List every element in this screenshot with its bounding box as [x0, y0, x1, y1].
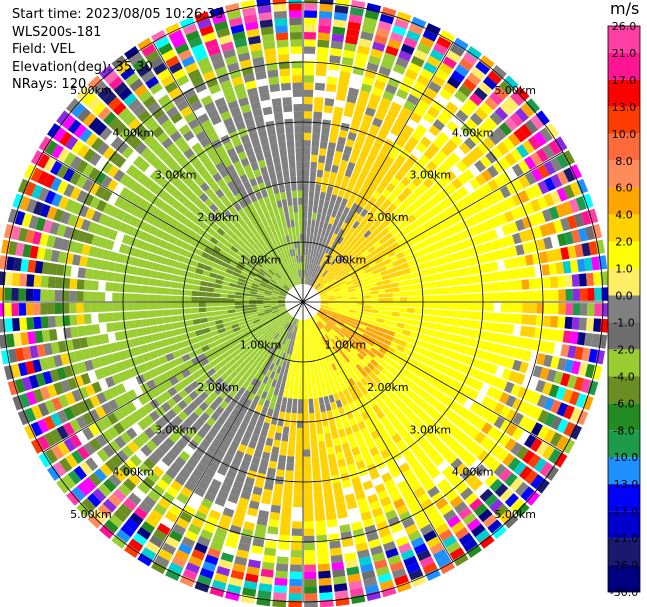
- ring-label: 4.00km: [452, 126, 494, 139]
- colorbar-segment: [608, 106, 640, 134]
- colorbar-tick-label: -8.0: [613, 424, 634, 437]
- azimuth-spoke: [302, 151, 564, 303]
- ring-label: 2.00km: [197, 211, 239, 224]
- field-label: Field: VEL: [12, 42, 75, 57]
- colorbar-tick-label: -10.0: [610, 451, 638, 464]
- ring-label: 3.00km: [155, 169, 197, 182]
- azimuth-spoke: [152, 41, 304, 303]
- ring-label: 1.00km: [240, 338, 282, 351]
- colorbar-segment: [608, 79, 640, 107]
- ring-label: 4.00km: [452, 466, 494, 479]
- colorbar-tick-label: 6.0: [615, 182, 633, 195]
- colorbar-tick-label: -2.0: [613, 343, 634, 356]
- azimuth-spoke: [152, 301, 304, 563]
- instrument-label: WLS200s-181: [12, 24, 102, 40]
- ring-label: 3.00km: [409, 169, 451, 182]
- colorbar-segment: [608, 322, 640, 350]
- ring-label: 5.00km: [70, 84, 112, 97]
- ring-label: 2.00km: [367, 381, 409, 394]
- ring-label: 3.00km: [409, 423, 451, 436]
- colorbar-segment: [608, 214, 640, 242]
- colorbar-tick-label: 1.0: [615, 263, 633, 276]
- colorbar-segment: [608, 241, 640, 269]
- colorbar-segment: [608, 403, 640, 431]
- ring-label: 1.00km: [325, 254, 367, 267]
- azimuth-spoke: [42, 301, 304, 453]
- azimuth-spoke: [42, 151, 304, 303]
- colorbar-tick-label: -21.0: [610, 532, 638, 545]
- ring-label: 2.00km: [197, 381, 239, 394]
- ring-label: 3.00km: [155, 423, 197, 436]
- colorbar-tick-label: -17.0: [610, 505, 638, 518]
- ring-label: 5.00km: [494, 508, 536, 521]
- ring-label: 1.00km: [325, 338, 367, 351]
- colorbar-segment: [608, 511, 640, 539]
- colorbar-tick-label: -30.0: [610, 586, 638, 599]
- colorbar-tick-label: 0.0: [615, 290, 633, 303]
- elevation-label: Elevation(deg): 35.30: [12, 59, 153, 75]
- colorbar-tick-label: -6.0: [613, 397, 634, 410]
- colorbar-segment: [608, 160, 640, 188]
- start-time-label: Start time: 2023/08/05 10:26:33: [12, 7, 224, 22]
- colorbar-tick-label: 17.0: [612, 74, 637, 87]
- ring-label: 4.00km: [113, 126, 155, 139]
- azimuth-spoke: [302, 301, 564, 453]
- colorbar-tick-label: 21.0: [612, 47, 637, 60]
- info-panel: Start time: 2023/08/05 10:26:33 WLS200s-…: [12, 6, 223, 94]
- colorbar-segment: [608, 430, 640, 458]
- ring-label: 5.00km: [494, 84, 536, 97]
- colorbar-segment: [608, 26, 640, 53]
- colorbar-segment: [608, 268, 640, 296]
- colorbar-segment: [608, 484, 640, 512]
- nrays-label: NRays: 120: [12, 77, 87, 92]
- colorbar-segment: [608, 52, 640, 80]
- colorbar-tick-label: -26.0: [610, 559, 638, 572]
- colorbar-tick-label: 2.0: [615, 236, 633, 249]
- colorbar-segment: [608, 565, 640, 592]
- colorbar-segment: [608, 295, 640, 323]
- colorbar-tick-label: 8.0: [615, 155, 633, 168]
- ring-label: 5.00km: [70, 508, 112, 521]
- colorbar-segment: [608, 133, 640, 161]
- colorbar-segment: [608, 349, 640, 377]
- ring-label: 4.00km: [113, 466, 155, 479]
- colorbar-tick-label: 10.0: [612, 128, 637, 141]
- ring-label: 1.00km: [240, 254, 282, 267]
- colorbar-segment: [608, 457, 640, 485]
- colorbar-tick-label: 13.0: [612, 101, 637, 114]
- colorbar-segment: [608, 376, 640, 404]
- colorbar-segment: [608, 538, 640, 566]
- colorbar-segment: [608, 187, 640, 215]
- colorbar-tick-label: -4.0: [613, 370, 634, 383]
- azimuth-spoke: [302, 301, 454, 563]
- colorbar-frame: [607, 25, 641, 593]
- colorbar-tick-label: 4.0: [615, 209, 633, 222]
- colorbar-title: m/s: [610, 0, 640, 18]
- colorbar-tick-label: 26.0: [612, 20, 637, 33]
- colorbar-tick-label: -1.0: [613, 316, 634, 329]
- azimuth-spoke: [302, 41, 454, 303]
- ring-label: 2.00km: [367, 211, 409, 224]
- colorbar-tick-label: -13.0: [610, 478, 638, 491]
